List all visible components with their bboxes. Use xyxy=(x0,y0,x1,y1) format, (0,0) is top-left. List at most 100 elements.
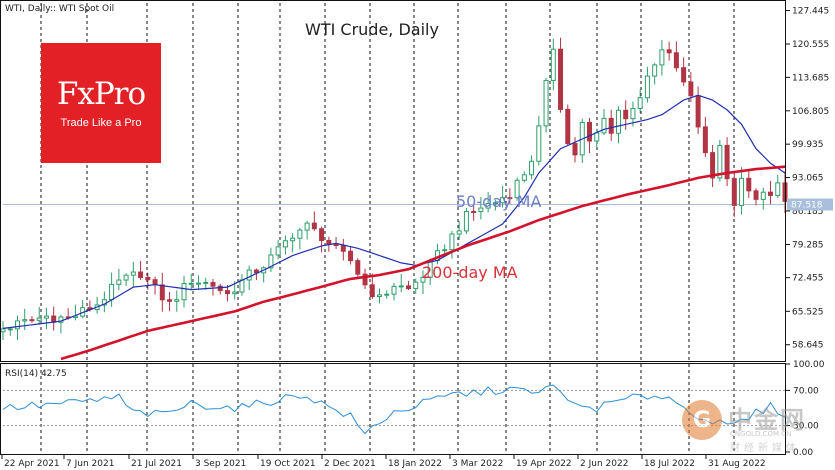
candle-body xyxy=(529,160,535,176)
candle-body xyxy=(29,319,35,322)
x-tick-label: 3 Sep 2021 xyxy=(195,459,246,469)
candle-body xyxy=(492,202,498,205)
candle-body xyxy=(449,233,455,251)
candle-body xyxy=(478,207,484,213)
ma50-line xyxy=(2,94,786,329)
candle-body xyxy=(0,328,6,333)
candle-body xyxy=(123,274,129,281)
candle-body xyxy=(775,182,781,196)
candle-body xyxy=(753,190,759,200)
candle-body xyxy=(43,315,49,319)
candle-body xyxy=(282,240,288,248)
price-tick-label: 58.645 xyxy=(792,341,824,351)
candle-body xyxy=(463,211,469,232)
candle-body xyxy=(695,95,701,128)
candle-body xyxy=(565,108,571,145)
candle-body xyxy=(398,285,404,288)
rsi-panel-frame xyxy=(0,363,786,455)
candle-body xyxy=(558,48,564,110)
candle-body xyxy=(768,191,774,196)
x-tick-label: 22 Apr 2021 xyxy=(4,459,60,469)
x-tick-label: 31 Aug 2022 xyxy=(708,459,766,469)
candle-body xyxy=(456,230,462,235)
candle-body xyxy=(333,243,339,247)
candle-body xyxy=(340,245,346,252)
candle-body xyxy=(702,126,708,154)
candle-body xyxy=(673,52,679,69)
price-tick-label: 127.445 xyxy=(792,7,829,17)
candle-body xyxy=(116,279,122,285)
candle-body xyxy=(391,285,397,295)
candle-body xyxy=(601,117,607,134)
price-tick-label: 72.455 xyxy=(792,274,824,284)
candle-body xyxy=(275,246,281,256)
ma200-label: 200-day MA xyxy=(422,263,518,282)
rsi-panel xyxy=(2,384,786,435)
candle-body xyxy=(572,143,578,156)
candle-body xyxy=(536,125,542,162)
x-tick-label: 18 Jan 2022 xyxy=(388,459,442,469)
candle-body xyxy=(14,320,20,330)
rsi-tick-label: 0.00 xyxy=(793,448,813,458)
candle-body xyxy=(731,178,737,206)
x-tick-label: 3 Mar 2022 xyxy=(452,459,503,469)
candle-body xyxy=(181,283,187,301)
candle-body xyxy=(239,279,245,293)
logo-main-text: FxPro xyxy=(56,76,146,112)
candle-body xyxy=(413,281,419,290)
candle-body xyxy=(644,75,650,99)
candle-body xyxy=(514,179,520,199)
x-tick-label: 2 Dec 2021 xyxy=(324,459,376,469)
candle-body xyxy=(500,197,506,204)
price-tick-label: 86.185 xyxy=(792,207,824,217)
cngold-watermark: G 中金网 CNGOLD.COM.CN 财经新媒体 xyxy=(680,398,830,454)
candle-body xyxy=(196,282,201,285)
candle-body xyxy=(688,81,694,97)
candle-body xyxy=(319,228,325,242)
candle-body xyxy=(615,109,621,134)
frames xyxy=(0,0,786,455)
candle-body xyxy=(290,237,296,242)
candle-body xyxy=(188,282,194,285)
candle-body xyxy=(550,48,556,81)
candle-body xyxy=(203,281,209,284)
moving-averages xyxy=(2,94,786,361)
candle-body xyxy=(246,269,252,281)
candle-body xyxy=(348,250,354,262)
rsi-tick-label: 30.00 xyxy=(793,422,819,432)
candle-body xyxy=(217,285,223,292)
candle-body xyxy=(159,284,165,301)
candle-body xyxy=(7,328,13,331)
last-price-value: 87.518 xyxy=(791,200,823,210)
price-tick-label: 106.805 xyxy=(792,107,829,117)
candle-body xyxy=(652,64,658,77)
watermark-subtitle: 财经新媒体 xyxy=(730,443,800,454)
candle-body xyxy=(384,293,390,296)
rsi-tick-label: 100.00 xyxy=(793,360,825,370)
candle-body xyxy=(521,174,527,181)
x-tick-label: 18 Jul 2022 xyxy=(644,459,695,469)
candle-body xyxy=(268,254,274,269)
chart-title: WTI Crude, Daily xyxy=(305,20,439,39)
candle-body xyxy=(355,260,361,275)
candle-body xyxy=(594,132,600,142)
candle-body xyxy=(22,319,28,322)
watermark-icon: G xyxy=(682,400,722,440)
candle-body xyxy=(739,177,745,206)
last-price-tag xyxy=(787,198,833,211)
candle-body xyxy=(608,117,614,134)
candle-body xyxy=(145,276,151,281)
candle-body xyxy=(681,67,687,83)
x-tick-label: 21 Jul 2021 xyxy=(131,459,182,469)
candle-body xyxy=(297,229,303,239)
rsi-label: RSI(14) 42.75 xyxy=(5,369,67,379)
candle-body xyxy=(507,197,513,200)
main-panel-frame xyxy=(0,0,786,362)
candle-body xyxy=(666,49,672,54)
candle-body xyxy=(724,144,730,180)
candle-body xyxy=(224,290,230,295)
candle-body xyxy=(174,299,180,302)
price-candles xyxy=(0,37,788,341)
candle-body xyxy=(58,316,64,323)
